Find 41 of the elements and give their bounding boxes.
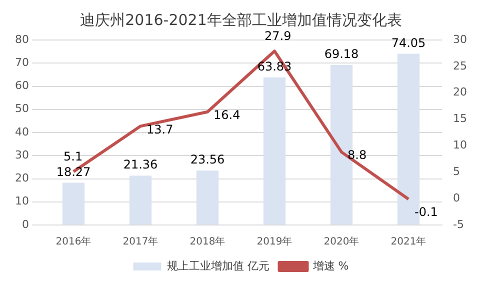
data-label: 16.4 [214,108,240,122]
y-tick-label: 0 [22,218,29,231]
x-tick-label: 2019年 [256,236,292,248]
y2-tick-label: -5 [453,218,464,231]
data-label: 74.05 [391,36,426,50]
data-label: 21.36 [123,158,158,172]
bar [263,77,286,224]
y2-tick-label: 30 [453,32,468,46]
x-tick-label: 2018年 [190,236,226,248]
chart-title: 迪庆州2016-2021年全部工业增加值情况变化表 [80,10,402,29]
y2-tick-label: 25 [453,59,468,72]
legend-label: 规上工业增加值 亿元 [166,259,270,272]
y-tick-label: 80 [14,32,29,46]
y2-tick-label: 15 [453,112,468,126]
bar [129,176,152,224]
y2-tick-label: 0 [453,191,460,204]
data-label: 5.1 [64,150,83,164]
x-tick-label: 2016年 [56,236,92,248]
y-tick-label: 60 [14,79,29,92]
data-label: 18.27 [56,164,91,179]
y2-tick-label: 20 [453,86,468,99]
bar [196,170,219,224]
y-tick-label: 30 [14,148,29,162]
y-tick-label: 50 [14,102,29,116]
x-tick-label: 2021年 [390,236,426,248]
x-tick-label: 2020年 [324,236,360,248]
data-label: 69.18 [324,47,359,62]
data-label: 13.7 [146,122,174,136]
legend-label: 增速 % [312,259,349,272]
bar [62,182,85,224]
y-tick-label: 10 [14,194,29,208]
data-label: -0.1 [414,205,438,220]
y-tick-label: 70 [14,56,29,69]
y-tick-label: 40 [14,125,29,138]
x-tick-label: 2017年 [122,236,158,248]
y-tick-label: 20 [14,172,29,185]
data-label: 23.56 [190,152,225,167]
y2-tick-label: 10 [453,138,468,152]
data-label: 8.8 [348,148,367,162]
y2-tick-label: 5 [453,165,460,178]
data-label: 27.9 [264,29,292,44]
